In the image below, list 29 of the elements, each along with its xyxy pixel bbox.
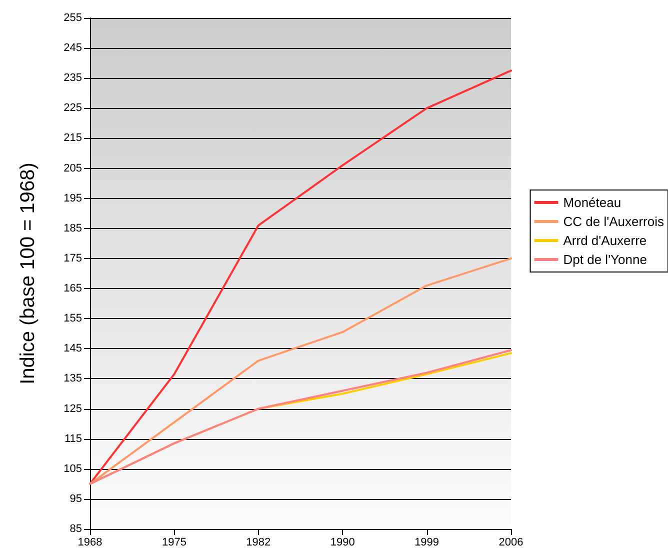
y-tick-label: 255 — [64, 12, 82, 24]
y-tick-label: 125 — [64, 402, 82, 415]
x-tick-label: 1990 — [330, 536, 355, 548]
legend-label: Monéteau — [563, 195, 622, 210]
x-tick-label: 1968 — [78, 536, 102, 548]
y-tick-label: 115 — [64, 432, 82, 445]
y-tick-label: 245 — [64, 42, 82, 54]
x-tick-label: 1999 — [414, 536, 440, 548]
y-tick-label: 145 — [64, 342, 82, 355]
y-tick-label: 175 — [64, 252, 82, 264]
legend-label: CC de l'Auxerrois — [563, 214, 664, 229]
y-tick-label: 215 — [64, 132, 82, 144]
y-tick-label: 235 — [64, 72, 82, 84]
y-axis-title: Indice (base 100 = 1968) — [17, 162, 39, 384]
y-tick-label: 105 — [64, 462, 82, 475]
legend-label: Dpt de l'Yonne — [563, 252, 647, 267]
x-tick-label: 1982 — [246, 536, 271, 548]
x-tick-label: 2006 — [498, 536, 524, 548]
y-tick-label: 155 — [64, 312, 82, 325]
y-tick-label: 95 — [70, 492, 82, 505]
y-tick-label: 205 — [64, 162, 82, 174]
y-tick-label: 225 — [64, 102, 82, 114]
x-tick-label: 1975 — [162, 536, 186, 548]
y-tick-label: 85 — [70, 523, 82, 535]
y-tick-label: 195 — [64, 192, 82, 204]
y-tick-label: 135 — [64, 372, 82, 385]
y-tick-label: 165 — [64, 282, 82, 295]
legend-label: Arrd d'Auxerre — [563, 233, 647, 248]
y-tick-label: 185 — [64, 222, 82, 234]
